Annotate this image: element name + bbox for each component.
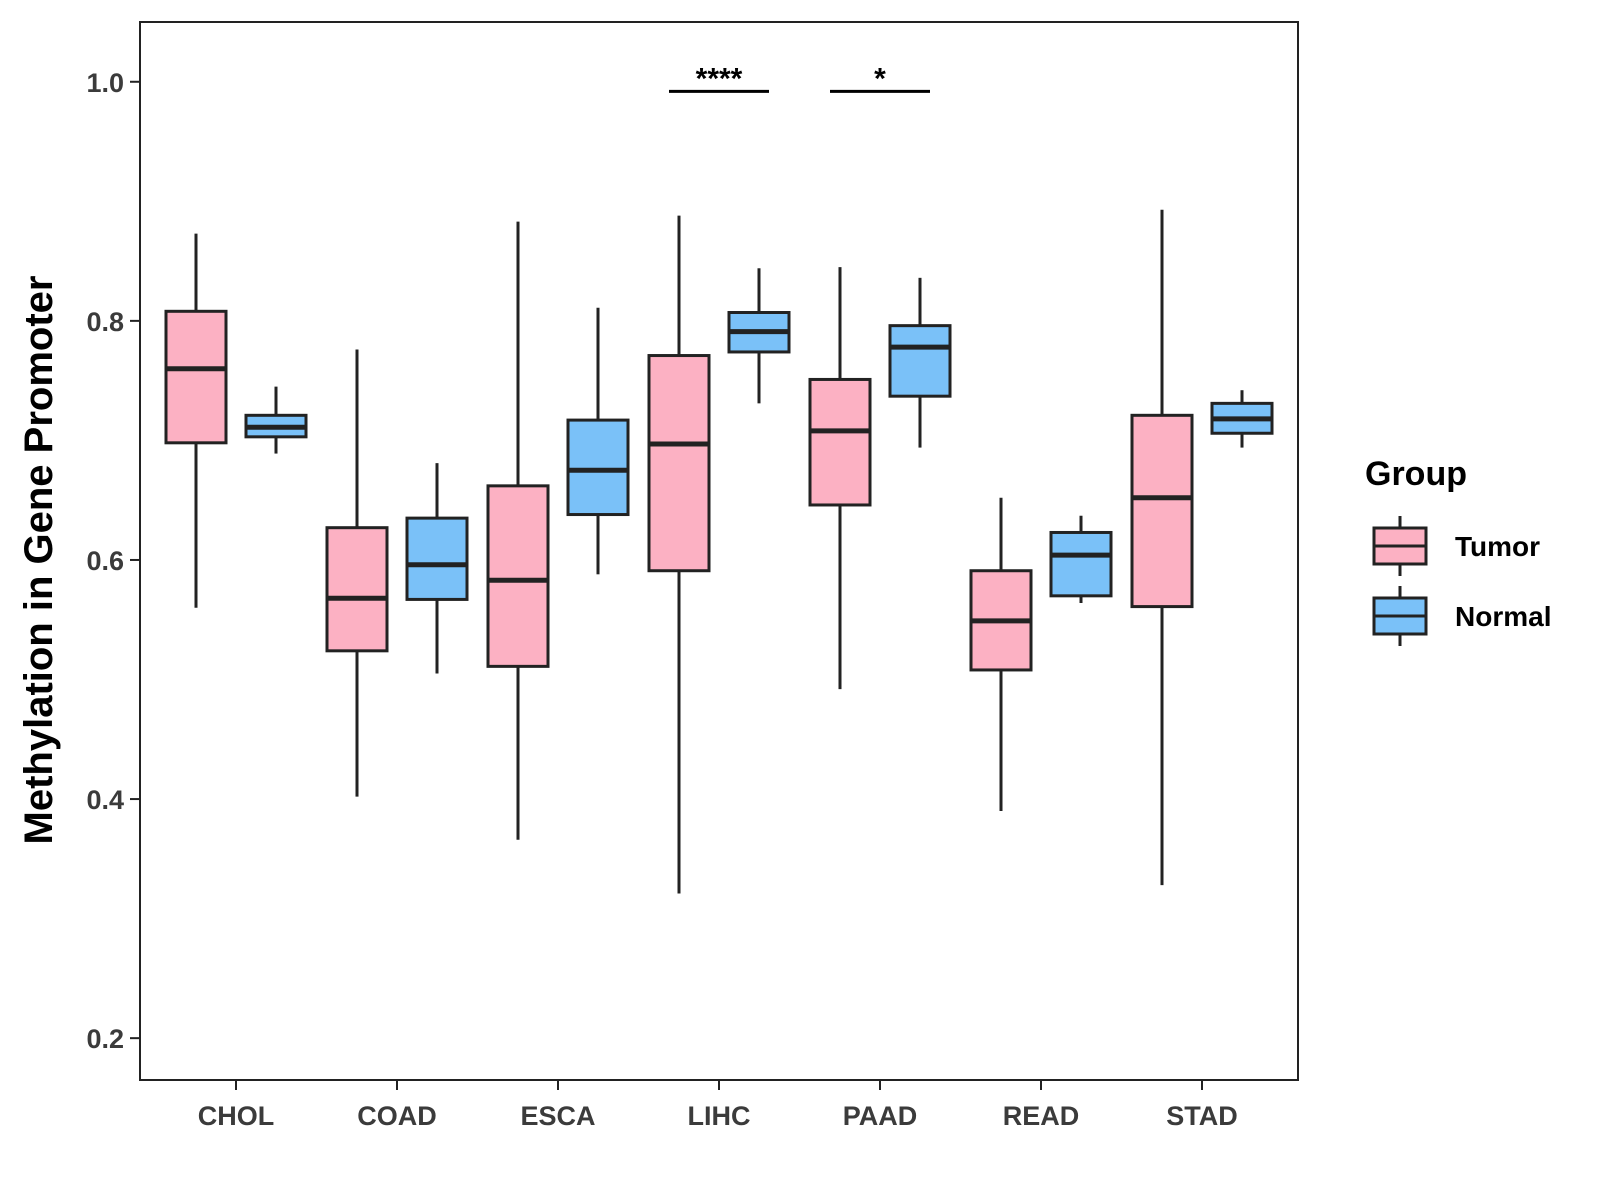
box-iqr [405,516,469,601]
tumor-box-coad [325,349,389,797]
x-tick-label: CHOL [198,1101,275,1131]
normal-box-stad [1210,390,1274,448]
normal-box-chol [244,386,308,454]
tumor-box-esca [486,221,550,840]
plot-panel-border [139,21,1299,1081]
y-tick-label: 0.8 [86,307,124,337]
legend-item-tumor: Tumor [1372,516,1540,576]
box-series [164,209,1274,894]
series-normal [244,268,1274,674]
box-iqr [566,418,630,517]
tumor-box-chol [164,233,228,608]
normal-box-coad [405,463,469,674]
legend-title: Group [1365,455,1467,493]
y-tick-label: 0.2 [86,1024,124,1054]
x-tick-label: LIHC [688,1101,751,1131]
x-axis: CHOL COAD ESCA LIHC PAAD READ STAD [198,1080,1238,1131]
normal-box-read [1049,515,1113,604]
y-tick-label: 1.0 [86,68,124,98]
x-tick-label: PAAD [843,1101,918,1131]
normal-box-esca [566,307,630,575]
tumor-box-paad [808,267,872,690]
legend-label: Normal [1455,601,1551,632]
normal-box-lihc [727,268,791,404]
x-tick-label: READ [1003,1101,1080,1131]
box-iqr [808,377,872,507]
y-axis-label: Methylation in Gene Promoter [17,276,61,845]
box-iqr [486,484,550,668]
box-iqr [164,309,228,445]
significance-label: **** [696,62,743,95]
y-tick-label: 0.6 [86,546,124,576]
box-iqr [1130,413,1194,609]
box-iqr [647,354,711,573]
legend-label: Tumor [1455,531,1540,562]
y-axis: 0.2 0.4 0.6 0.8 1.0 [86,68,140,1054]
box-iqr [888,324,952,398]
x-tick-label: STAD [1166,1101,1238,1131]
y-tick-label: 0.4 [86,785,124,815]
tumor-box-stad [1130,209,1194,886]
legend-item-normal: Normal [1372,586,1551,646]
series-tumor [164,209,1194,894]
box-iqr [325,526,389,653]
normal-box-paad [888,277,952,448]
tumor-box-read [969,497,1033,812]
x-tick-label: COAD [357,1101,437,1131]
box-iqr [1049,530,1113,598]
tumor-box-lihc [647,215,711,894]
significance-annotations: **** * [669,62,930,95]
significance-label: * [874,62,886,95]
legend: Group Tumor Normal [1365,455,1551,646]
x-tick-label: ESCA [520,1101,595,1131]
